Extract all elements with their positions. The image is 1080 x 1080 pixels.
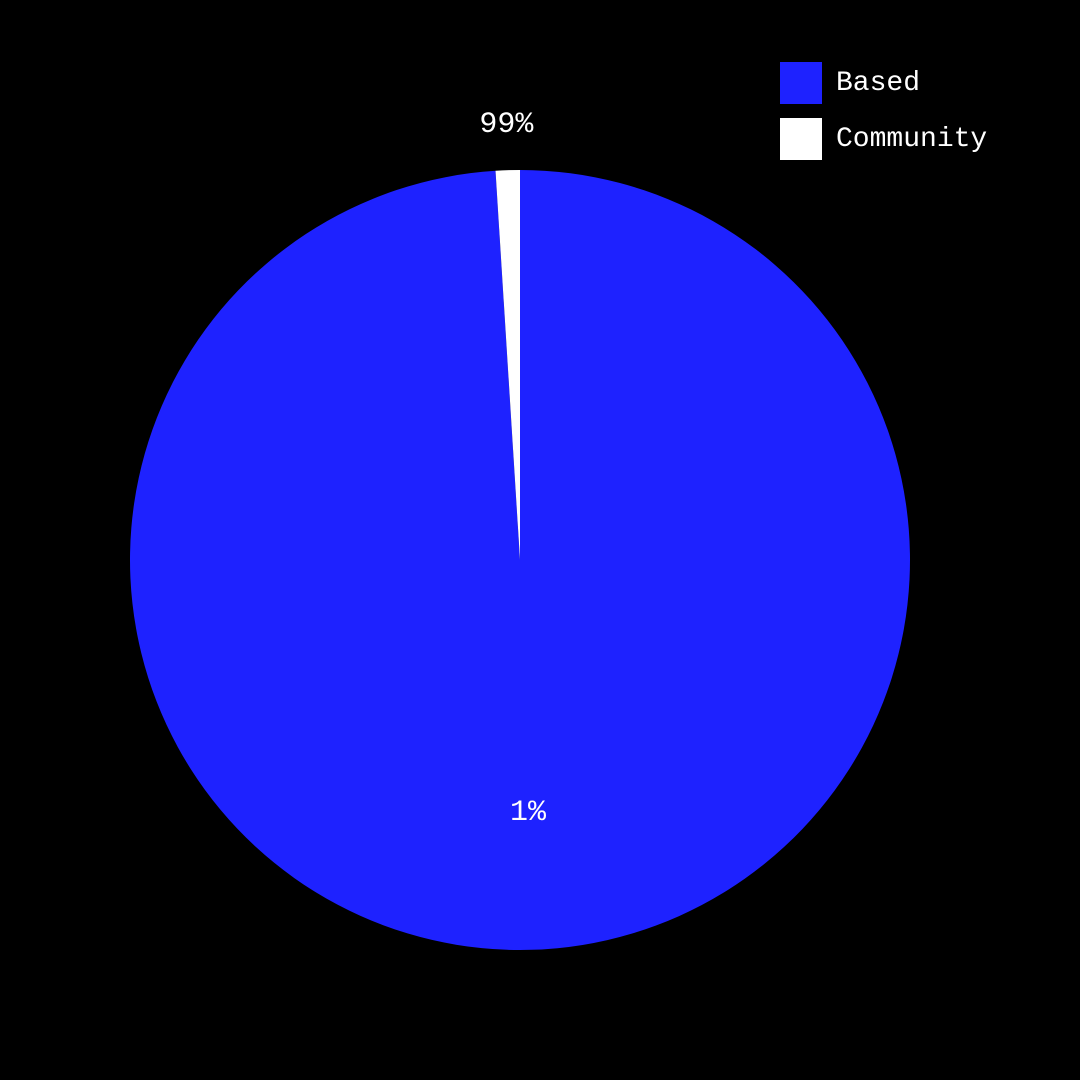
legend-label: Based (836, 68, 920, 99)
legend: Based Community (780, 62, 987, 160)
pie-slice-label-based: 1% (510, 796, 546, 830)
legend-item-community: Community (780, 118, 987, 160)
chart-stage: Based Community 1% 99% (0, 0, 1080, 1080)
legend-swatch-icon (780, 62, 822, 104)
pie-slice-label-community: 99% (479, 108, 533, 142)
legend-label: Community (836, 124, 987, 155)
pie-chart (0, 0, 1080, 1080)
legend-swatch-icon (780, 118, 822, 160)
legend-item-based: Based (780, 62, 987, 104)
